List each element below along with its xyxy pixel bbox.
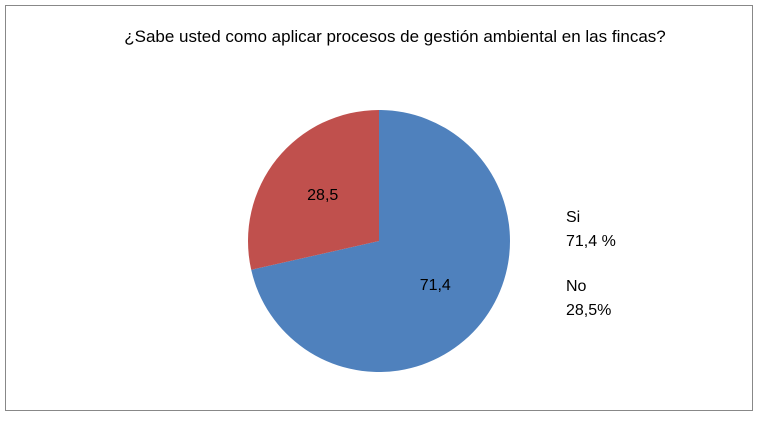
data-label: 28,5 bbox=[307, 187, 338, 204]
legend-value: 71,4 % bbox=[566, 233, 616, 250]
pie-slice bbox=[247, 110, 379, 270]
pie-slice bbox=[251, 110, 510, 373]
legend-value: 28,5% bbox=[566, 302, 611, 319]
chart-title: ¿Sabe usted como aplicar procesos de ges… bbox=[124, 27, 666, 46]
data-label: 71,4 bbox=[420, 277, 451, 294]
legend-label: No bbox=[566, 278, 587, 295]
legend-label: Si bbox=[566, 209, 580, 226]
